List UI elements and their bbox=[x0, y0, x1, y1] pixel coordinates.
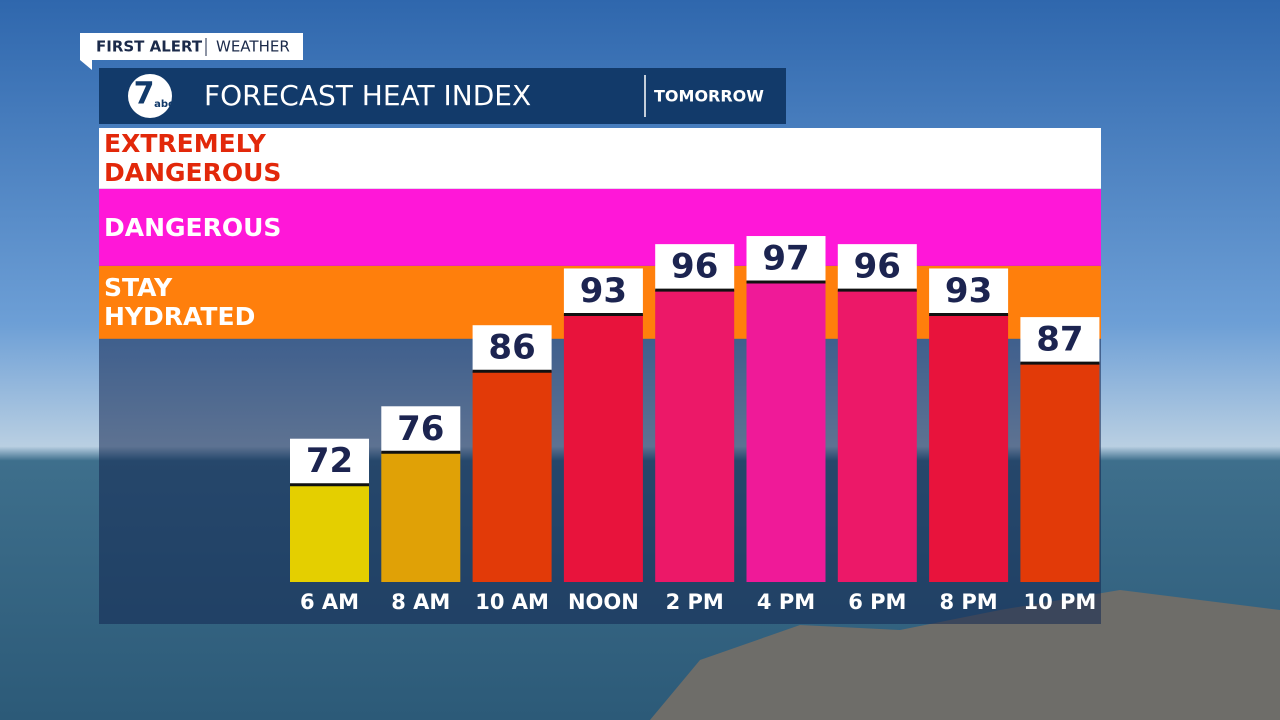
section: WEATHER bbox=[216, 38, 290, 56]
logo-number: 7 bbox=[134, 77, 155, 112]
value-label-box bbox=[655, 244, 735, 291]
value-label: 97 bbox=[762, 239, 809, 279]
zone-label: DANGEROUS bbox=[104, 212, 282, 242]
zone-label: EXTREMELY DANGEROUS bbox=[104, 129, 282, 188]
value-label: 76 bbox=[397, 409, 444, 449]
value-label: 96 bbox=[671, 247, 718, 287]
value-label-box bbox=[472, 325, 552, 372]
value-label-box bbox=[837, 244, 917, 291]
bar bbox=[290, 484, 369, 582]
value-label-box bbox=[290, 438, 369, 485]
bar bbox=[746, 282, 826, 582]
x-tick-label: 10 AM bbox=[475, 590, 549, 614]
header-tab bbox=[80, 33, 303, 70]
x-tick-label: 8 AM bbox=[391, 590, 450, 614]
zone bbox=[99, 188, 1101, 266]
value-label-box bbox=[381, 406, 461, 453]
value-label-box bbox=[746, 236, 826, 283]
zone-label: STAY HYDRATED bbox=[104, 273, 256, 332]
value-label: 93 bbox=[580, 271, 627, 311]
x-tick-label: 2 PM bbox=[666, 590, 724, 614]
period: TOMORROW bbox=[654, 87, 764, 106]
bar bbox=[837, 290, 917, 582]
value-label: 87 bbox=[1036, 320, 1083, 360]
value-label: 72 bbox=[306, 441, 353, 481]
bar bbox=[1020, 363, 1100, 582]
zone bbox=[99, 128, 1101, 189]
bar bbox=[563, 314, 643, 582]
value-label: 93 bbox=[945, 271, 992, 311]
bar bbox=[655, 290, 735, 582]
value-label: 86 bbox=[488, 328, 535, 368]
x-tick-label: 6 AM bbox=[300, 590, 359, 614]
title-bar bbox=[99, 68, 786, 124]
value-label: 96 bbox=[854, 247, 901, 287]
x-tick-label: 4 PM bbox=[757, 590, 815, 614]
x-tick-label: 8 PM bbox=[939, 590, 997, 614]
logo-network: abc bbox=[154, 99, 174, 110]
bar bbox=[929, 314, 1009, 582]
logo bbox=[128, 74, 172, 118]
bar bbox=[381, 452, 461, 582]
value-label-box bbox=[929, 268, 1009, 315]
x-tick-label: 10 PM bbox=[1023, 590, 1096, 614]
x-tick-label: NOON bbox=[568, 590, 639, 614]
rocks bbox=[650, 590, 1280, 720]
x-tick-label: 6 PM bbox=[848, 590, 906, 614]
value-label-box bbox=[1020, 317, 1100, 364]
brand: FIRST ALERT bbox=[96, 38, 203, 56]
bar bbox=[472, 371, 552, 582]
value-label-box bbox=[563, 268, 643, 315]
chart-title: FORECAST HEAT INDEX bbox=[204, 79, 531, 112]
